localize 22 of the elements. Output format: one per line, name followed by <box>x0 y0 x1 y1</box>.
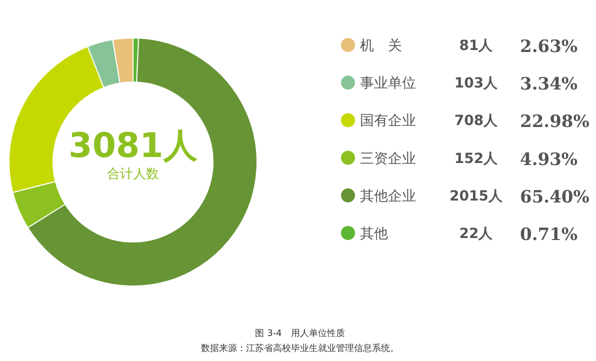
data-label: 708人 <box>454 113 499 130</box>
text: 0.71% <box>520 225 578 245</box>
data-label: 2015人 <box>450 188 504 204</box>
text: 22.98% <box>520 112 590 132</box>
legend-label: 三资企业 <box>360 150 416 167</box>
legend-label: 其他企业 <box>360 188 416 204</box>
text: 2.63% <box>520 37 578 57</box>
text: 图 3-4 用人单位性质 <box>255 328 345 339</box>
text: 65.40% <box>520 187 590 208</box>
data-label: 22人 <box>459 226 494 242</box>
legend-label: 国有企业 <box>360 113 416 130</box>
text: 3.34% <box>520 74 578 95</box>
text: 合计人数 <box>107 167 159 182</box>
legend-label: 事业单位 <box>360 76 416 92</box>
text: 3081人 <box>68 126 198 166</box>
legend-label: 机 关 <box>360 38 402 54</box>
data-label: 152人 <box>454 150 499 167</box>
legend-label: 其他 <box>360 226 388 242</box>
source-note: 数据来源：江苏省高校毕业生就业管理信息系统。 <box>201 343 399 354</box>
data-label: 103人 <box>454 76 499 92</box>
text: 4.93% <box>520 150 578 170</box>
data-label: 81人 <box>459 38 494 54</box>
